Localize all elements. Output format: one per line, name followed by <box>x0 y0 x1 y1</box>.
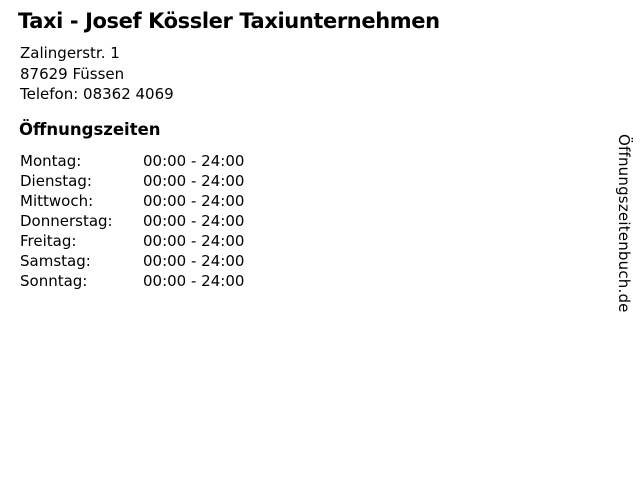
hours-time-value: 00:00 - 24:00 <box>143 252 245 270</box>
hours-row-sunday: Sonntag: 00:00 - 24:00 <box>20 271 244 291</box>
hours-time-value: 00:00 - 24:00 <box>143 212 245 230</box>
page-title: Taxi - Josef Kössler Taxiunternehmen <box>18 9 440 33</box>
hours-day-label: Freitag: <box>20 232 77 250</box>
hours-day-label: Sonntag: <box>20 272 88 290</box>
hours-day-label: Samstag: <box>20 252 91 270</box>
hours-row-friday: Freitag: 00:00 - 24:00 <box>20 231 244 251</box>
hours-time-value: 00:00 - 24:00 <box>143 232 245 250</box>
hours-row-thursday: Donnerstag: 00:00 - 24:00 <box>20 211 244 231</box>
hours-day-label: Montag: <box>20 152 82 170</box>
hours-time-value: 00:00 - 24:00 <box>143 152 245 170</box>
hours-row-saturday: Samstag: 00:00 - 24:00 <box>20 251 244 271</box>
hours-day-label: Dienstag: <box>20 172 92 190</box>
address-city: 87629 Füssen <box>20 64 125 83</box>
address-street: Zalingerstr. 1 <box>20 44 120 62</box>
opening-hours-heading: Öffnungszeiten <box>19 120 161 139</box>
hours-time-value: 00:00 - 24:00 <box>143 192 245 210</box>
hours-row-wednesday: Mittwoch: 00:00 - 24:00 <box>20 191 244 211</box>
opening-hours-table: Montag: 00:00 - 24:00 Dienstag: 00:00 - 24… <box>20 151 244 291</box>
hours-time-value: 00:00 - 24:00 <box>143 272 245 290</box>
hours-day-label: Donnerstag: <box>20 212 113 230</box>
hours-time-value: 00:00 - 24:00 <box>143 172 245 190</box>
site-watermark: Öffnungszeitenbuch.de <box>615 134 633 313</box>
address-block: Zalingerstr. 1 87629 Füssen Telefon: 083… <box>20 43 174 105</box>
hours-row-tuesday: Dienstag: 00:00 - 24:00 <box>20 171 244 191</box>
hours-day-label: Mittwoch: <box>20 192 94 210</box>
phone-line: Telefon: 08362 4069 <box>20 85 174 103</box>
hours-row-monday: Montag: 00:00 - 24:00 <box>20 151 244 171</box>
